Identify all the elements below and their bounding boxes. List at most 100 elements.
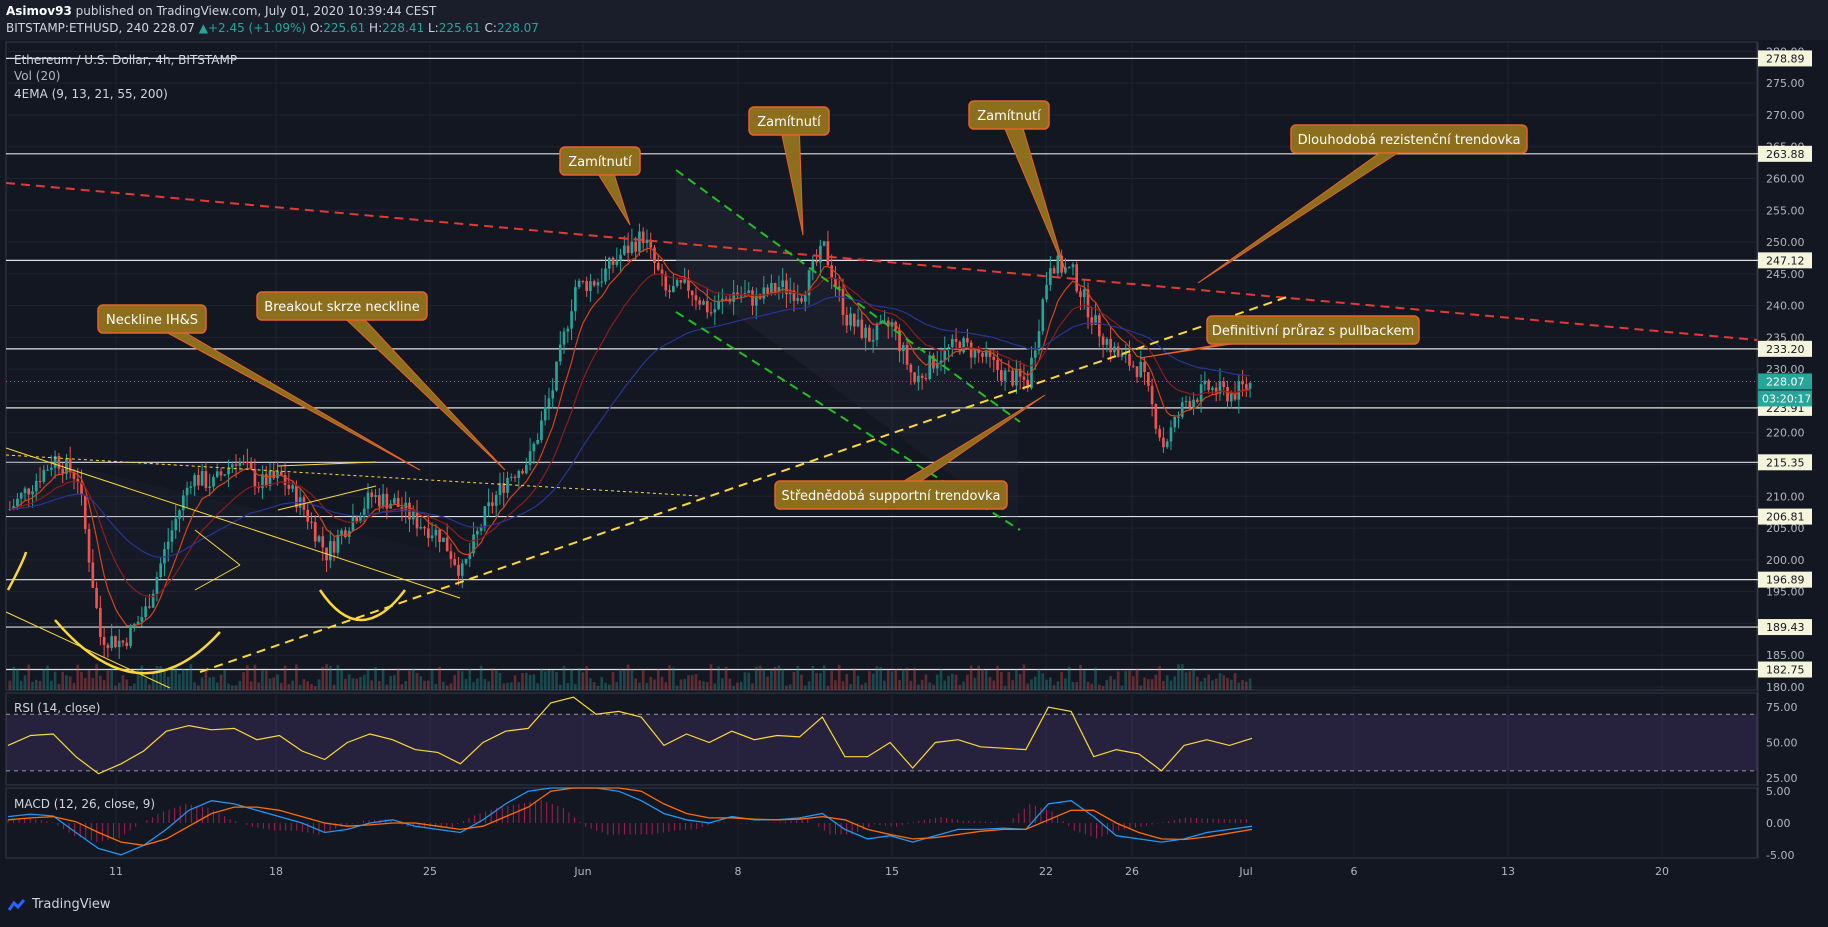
macd-line xyxy=(7,787,1253,856)
candle-body xyxy=(317,536,321,542)
volume-bar xyxy=(23,675,27,690)
volume-bar xyxy=(99,675,102,690)
volume-bar xyxy=(80,671,83,690)
candle-body xyxy=(521,470,524,474)
level-tag xyxy=(1758,50,1812,67)
volume-bar xyxy=(502,683,506,690)
candle-body xyxy=(359,516,362,522)
candle-body xyxy=(295,485,298,508)
volume-bar xyxy=(562,665,566,690)
volume-bar xyxy=(924,674,928,690)
candle-body xyxy=(264,473,268,487)
level-tag xyxy=(1758,619,1812,636)
volume-bar xyxy=(110,667,113,690)
callout-box xyxy=(968,100,1050,130)
candle-body xyxy=(445,537,449,552)
volume-bar xyxy=(1177,664,1180,690)
volume-bar xyxy=(144,678,147,690)
volume-bar xyxy=(1143,677,1146,690)
candle-body xyxy=(1241,380,1244,385)
candle-body xyxy=(102,637,106,645)
candle-body xyxy=(1049,268,1052,285)
volume-bar xyxy=(494,669,498,690)
volume-bar xyxy=(16,668,19,690)
volume-bar xyxy=(344,678,347,690)
volume-bar xyxy=(1015,669,1018,690)
volume-bar xyxy=(611,671,615,690)
candle-body xyxy=(223,474,227,476)
volume-bar xyxy=(1011,680,1014,690)
volume-bar xyxy=(607,684,611,690)
macd-title: MACD (12, 26, close, 9) xyxy=(14,797,155,811)
volume-bar xyxy=(1116,671,1120,690)
volume-bar xyxy=(1226,677,1229,690)
volume-bar xyxy=(1120,685,1124,690)
volume-bar xyxy=(381,669,385,690)
volume-bar xyxy=(807,681,811,690)
volume-bar xyxy=(1162,681,1165,690)
volume-bar xyxy=(894,668,898,690)
level-tag xyxy=(1758,661,1812,678)
candle-body xyxy=(396,498,400,507)
candle-body xyxy=(607,257,611,269)
volume-bar xyxy=(1098,684,1101,690)
volume-bar xyxy=(694,674,698,690)
candle-body xyxy=(626,245,630,253)
volume-bar xyxy=(1229,679,1233,690)
candle-body xyxy=(328,541,332,561)
volume-bar xyxy=(106,670,110,690)
candle-body xyxy=(687,278,690,291)
candle-body xyxy=(197,475,200,486)
tradingview-logo[interactable]: TradingView xyxy=(8,897,111,912)
volume-bar xyxy=(208,677,211,690)
y-tick-label: 220.00 xyxy=(1766,427,1805,440)
volume-bar xyxy=(295,664,298,690)
candle-body xyxy=(1101,336,1105,345)
volume-bar xyxy=(287,684,291,690)
volume-bar xyxy=(246,665,249,690)
candle-body xyxy=(1207,380,1210,390)
volume-bar xyxy=(981,668,984,690)
candle-body xyxy=(1067,267,1071,269)
candle-body xyxy=(351,516,355,531)
candle-body xyxy=(822,241,826,246)
volume-bar xyxy=(596,685,600,690)
volume-bar xyxy=(864,682,867,690)
callout-box xyxy=(256,291,428,321)
volume-bar xyxy=(355,678,359,690)
callout-box xyxy=(774,480,1008,510)
volume-bar xyxy=(449,683,453,690)
volume-bar xyxy=(690,675,694,690)
candle-body xyxy=(739,295,743,297)
volume-bar xyxy=(351,678,355,690)
x-tick-label: 11 xyxy=(109,865,123,878)
volume-bar xyxy=(1109,676,1112,690)
volume-bar xyxy=(434,683,438,690)
last-price-label: 228.07 xyxy=(1766,375,1805,388)
candle-body xyxy=(50,467,53,470)
candle-body xyxy=(623,245,626,255)
author-name[interactable]: Asimov93 xyxy=(6,4,72,18)
volume-bar xyxy=(1064,678,1067,690)
x-tick-label: Jun xyxy=(573,865,591,878)
candle-body xyxy=(148,606,151,608)
volume-bar xyxy=(649,676,653,690)
volume-bar xyxy=(1184,672,1188,690)
volume-bar xyxy=(155,666,159,690)
volume-bar xyxy=(313,685,317,690)
volume-bar xyxy=(834,680,837,690)
candle-body xyxy=(770,283,773,294)
volume-bar xyxy=(53,671,57,690)
candle-body xyxy=(649,239,653,248)
volume-bar xyxy=(1094,667,1097,690)
volume-bar xyxy=(253,664,257,690)
callout-text: Zamítnutí xyxy=(568,155,632,170)
candle-body xyxy=(46,469,49,471)
rsi-tick-label: 50.00 xyxy=(1766,737,1798,750)
level-tag-label: 233.20 xyxy=(1766,343,1805,356)
candle-body xyxy=(958,341,962,353)
volume-bar xyxy=(966,674,969,690)
candle-body xyxy=(581,280,585,282)
candle-body xyxy=(841,288,845,315)
